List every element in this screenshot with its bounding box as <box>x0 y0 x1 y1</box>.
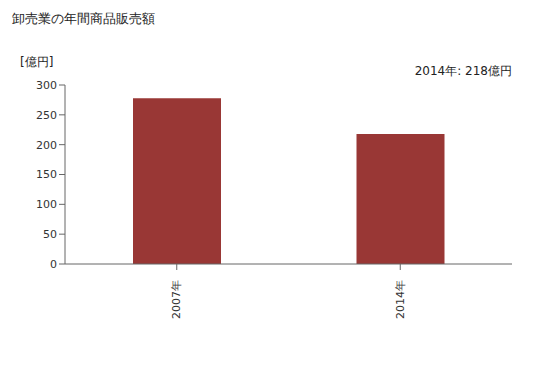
html-text:卸売業の年間商品販売額: 卸売業の年間商品販売額 <box>12 11 155 26</box>
html-text:2014年: 218億円: 2014年: 218億円 <box>414 64 512 78</box>
html-text:[億円]: [億円] <box>20 55 54 69</box>
svg-text:2014年: 2014年 <box>394 280 407 319</box>
svg-text:100: 100 <box>36 198 57 211</box>
svg-text:0: 0 <box>50 258 57 271</box>
svg-text:200: 200 <box>36 139 57 152</box>
svg-text:150: 150 <box>36 168 57 181</box>
svg-text:2007年: 2007年 <box>170 280 183 319</box>
svg-text:300: 300 <box>36 79 57 92</box>
svg-text:50: 50 <box>43 228 57 241</box>
svg-text:250: 250 <box>36 109 57 122</box>
